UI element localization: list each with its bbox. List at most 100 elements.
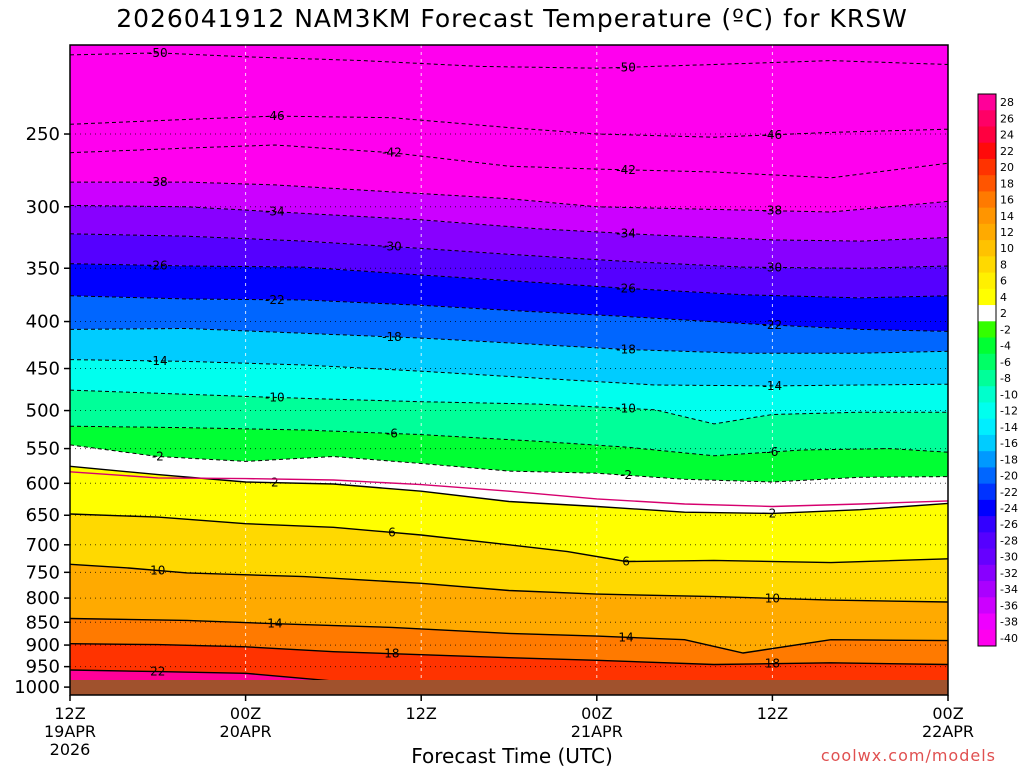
- colorbar-label: 8: [1000, 258, 1007, 271]
- colorbar-swatch: [978, 256, 996, 274]
- pressure-tick-label: 350: [26, 258, 60, 279]
- colorbar-label: 2: [1000, 307, 1007, 320]
- freezing-line: [70, 471, 948, 508]
- colorbar-swatch: [978, 126, 996, 144]
- colorbar-label: -26: [1000, 518, 1018, 531]
- colorbar-swatch: [978, 386, 996, 403]
- colorbar-label: 22: [1000, 145, 1014, 158]
- x-axis-label: Forecast Time (UTC): [411, 744, 613, 768]
- colorbar-label: -16: [1000, 437, 1018, 450]
- colorbar-label: -6: [1000, 356, 1011, 369]
- colorbar-swatch: [978, 548, 996, 566]
- colorbar-label: -22: [1000, 486, 1018, 499]
- temperature-band: [70, 205, 948, 269]
- isotherm-line: [70, 425, 948, 457]
- colorbar-label: 4: [1000, 291, 1007, 304]
- colorbar-swatch: [978, 629, 996, 647]
- colorbar-label: -8: [1000, 372, 1011, 385]
- isotherm-label: -22: [265, 293, 285, 307]
- colorbar-label: -32: [1000, 567, 1018, 580]
- colorbar-swatch: [978, 581, 996, 598]
- plot-frame: [69, 44, 949, 696]
- time-tick-label: 00Z: [581, 704, 612, 723]
- temperature-band: [70, 466, 948, 563]
- isotherm-label: -10: [265, 390, 285, 404]
- isotherm-label: -50: [148, 46, 168, 60]
- colorbar-swatch: [978, 613, 996, 631]
- isotherm-label: -38: [148, 175, 168, 189]
- colorbar-swatch: [978, 158, 996, 176]
- isotherm-label: -22: [763, 318, 783, 332]
- temperature-band: [70, 444, 948, 514]
- colorbar-swatch: [978, 223, 996, 241]
- temperature-band: [70, 618, 948, 665]
- chart-title: 2026041912 NAM3KM Forecast Temperature (…: [116, 4, 908, 33]
- colorbar-label: 14: [1000, 210, 1014, 223]
- isotherm-label: -34: [616, 226, 636, 240]
- isotherm-line: [70, 263, 948, 299]
- colorbar-swatch: [978, 240, 996, 257]
- colorbar-label: -30: [1000, 551, 1018, 564]
- time-tick-label: 19APR: [44, 722, 96, 741]
- colorbar-label: 16: [1000, 194, 1014, 207]
- colorbar-swatch: [978, 434, 996, 452]
- isotherm-line: [70, 52, 948, 69]
- temperature-band: [70, 564, 948, 653]
- isotherm-label: -10: [616, 401, 636, 415]
- isotherm-label: 6: [622, 555, 630, 569]
- isotherm-layer: -50-50-46-46-42-42-38-38-34-34-30-30-26-…: [70, 46, 948, 695]
- time-tick-label: 20APR: [220, 722, 272, 741]
- isotherm-label: 2: [271, 476, 279, 490]
- temperature-band: [70, 145, 948, 212]
- colorbar-frame: [977, 93, 997, 647]
- time-tick-label: 21APR: [571, 722, 623, 741]
- pressure-tick-label: 900: [26, 635, 60, 656]
- colorbar-swatch: [978, 353, 996, 371]
- colorbar-swatch: [978, 321, 996, 339]
- colorbar-swatch: [978, 305, 996, 322]
- colorbar-label: 24: [1000, 129, 1014, 142]
- pressure-tick-label: 450: [26, 359, 60, 380]
- colorbar-swatch: [978, 207, 996, 225]
- isotherm-label: -6: [766, 445, 778, 459]
- isotherm-line: [70, 327, 948, 354]
- colorbar-swatch: [978, 94, 996, 111]
- isotherm-label: 18: [765, 657, 780, 671]
- time-tick-label: 00Z: [932, 704, 963, 723]
- colorbar-swatch: [978, 175, 996, 192]
- time-tick-label: 2026: [50, 740, 91, 759]
- pressure-tick-label: 1000: [14, 677, 60, 698]
- isotherm-line: [70, 389, 948, 425]
- colorbar-swatch: [978, 564, 996, 582]
- colorbar-label: -4: [1000, 340, 1011, 353]
- isotherm-label: -38: [763, 204, 783, 218]
- colorbar-swatch: [978, 272, 996, 290]
- temperature-band: [70, 182, 948, 242]
- colorbar-label: -12: [1000, 405, 1018, 418]
- isotherm-line: [70, 115, 948, 138]
- pressure-tick-label: 600: [26, 473, 60, 494]
- temperature-colorbar: 28 26 24 22 20 18 16 14 12 10 8 6 4 2 -2 -4 -6 -8 -10 -12 -1…: [977, 93, 1018, 647]
- isotherm-label: -34: [265, 205, 285, 219]
- temperature-band: [70, 45, 948, 69]
- isotherm-label: -18: [382, 330, 402, 344]
- temperature-band: [70, 359, 948, 424]
- colorbar-label: -24: [1000, 502, 1018, 515]
- isotherm-label: -30: [763, 260, 783, 274]
- isotherm-label: -42: [616, 163, 636, 177]
- isotherm-line: [70, 563, 948, 603]
- colorbar-swatch: [978, 191, 996, 209]
- temperature-band: [70, 328, 948, 386]
- isotherm-line: [70, 444, 948, 483]
- isotherm-label: -2: [152, 449, 164, 463]
- colorbar-label: 12: [1000, 226, 1014, 239]
- pressure-tick-label: 850: [26, 612, 60, 633]
- colorbar-label: 20: [1000, 161, 1014, 174]
- isotherm-label: 14: [267, 617, 282, 631]
- pressure-tick-label: 400: [26, 312, 60, 333]
- isotherm-label: -50: [616, 60, 636, 74]
- temperature-band: [70, 514, 948, 602]
- colorbar-label: -20: [1000, 470, 1018, 483]
- colorbar-label: -18: [1000, 453, 1018, 466]
